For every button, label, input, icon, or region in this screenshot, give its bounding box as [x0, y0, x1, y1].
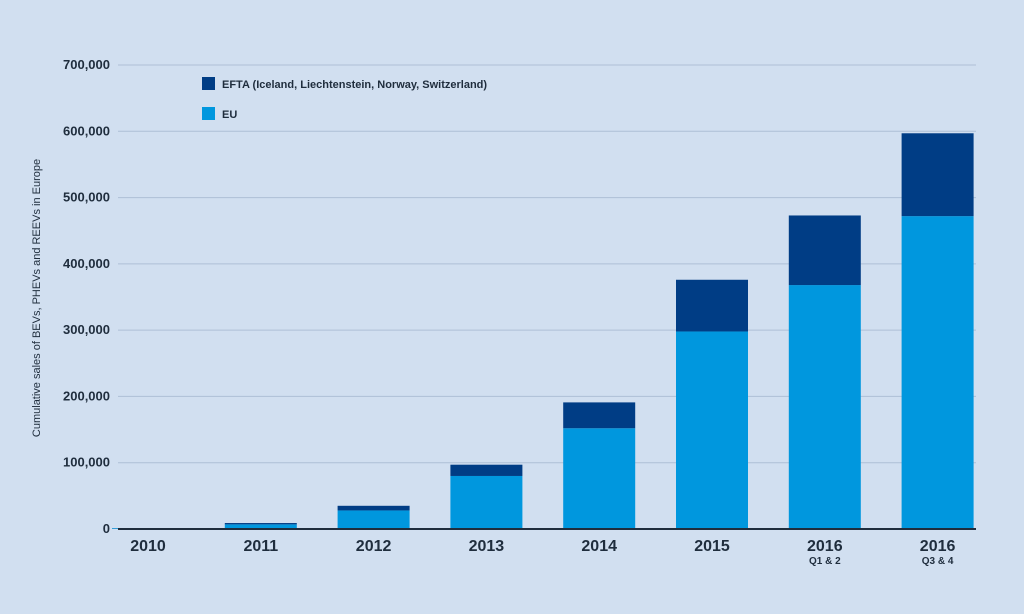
y-tick-label: 400,000 [63, 256, 110, 271]
x-tick-label: 2014 [581, 538, 617, 555]
gridlines [118, 64, 976, 464]
y-tick-label: 100,000 [63, 455, 110, 470]
x-tick-sublabel: Q3 & 4 [922, 556, 954, 567]
bar-segment-efta [450, 464, 523, 476]
legend-label: EU [222, 109, 237, 121]
x-tick-sublabel: Q1 & 2 [809, 556, 841, 567]
bars [112, 133, 974, 530]
bar-segment-efta [337, 505, 410, 511]
bar-segment-eu [224, 524, 297, 529]
bar-segment-eu [788, 285, 861, 529]
bar-segment-efta [563, 402, 636, 429]
bar-segment-eu [337, 510, 410, 529]
x-tick-label: 2015 [694, 538, 730, 555]
legend: EFTA (Iceland, Liechtenstein, Norway, Sw… [202, 77, 487, 121]
legend-label: EFTA (Iceland, Liechtenstein, Norway, Sw… [222, 79, 487, 91]
bar-segment-efta [901, 133, 974, 217]
bar-segment-eu [901, 216, 974, 530]
x-tick-label: 2016 [807, 538, 843, 555]
bar-segment-eu [676, 331, 748, 529]
legend-swatch [202, 107, 215, 120]
bar-segment-efta [676, 279, 748, 332]
legend-swatch [202, 77, 215, 90]
y-axis-title: Cumulative sales of BEVs, PHEVs and REEV… [31, 159, 43, 437]
x-tick-label: 2016 [920, 538, 956, 555]
x-tick-label: 2011 [243, 538, 278, 555]
bar-segment-efta [788, 215, 861, 286]
x-tick-label: 2012 [356, 538, 392, 555]
y-tick-label: 0 [103, 521, 110, 536]
x-tick-label: 2010 [130, 538, 166, 555]
x-tick-label: 2013 [469, 538, 505, 555]
y-tick-label: 700,000 [63, 57, 110, 72]
bar-segment-eu [563, 428, 636, 529]
bar-segment-eu [450, 475, 523, 529]
axes: 0 100,000 200,000 300,000 400,000 500,000 600,… [63, 57, 976, 567]
y-tick-label: 500,000 [63, 190, 110, 205]
y-tick-label: 600,000 [63, 123, 110, 138]
bar-segment-efta [224, 523, 297, 525]
y-tick-label: 200,000 [63, 388, 110, 403]
y-tick-label: 300,000 [63, 322, 110, 337]
